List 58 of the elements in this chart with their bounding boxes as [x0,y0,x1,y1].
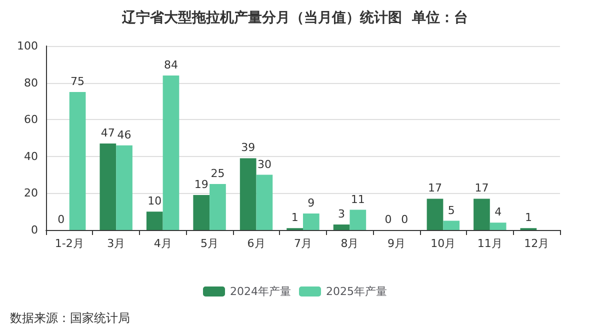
x-tick-label: 3月 [107,237,126,250]
bar [116,145,132,230]
x-tick-label: 11月 [477,237,502,250]
data-label: 4 [494,206,502,219]
bar [193,195,210,230]
x-tick-label: 10月 [430,237,456,250]
bar [146,212,163,230]
chart-title: 辽宁省大型拖拉机产量分月（当月值）统计图 单位：台 [121,9,468,26]
data-label: 1 [291,211,298,224]
x-tick-label: 8月 [340,237,359,250]
bar [256,174,273,230]
y-tick-label: 0 [31,224,38,236]
data-label: 5 [448,204,455,217]
data-label: 19 [194,178,208,192]
bar [490,222,506,230]
legend-label: 2024年产量 [230,285,292,298]
bar [333,224,350,230]
legend-label: 2025年产量 [326,285,387,298]
data-label: 10 [148,194,162,208]
y-tick-label: 60 [24,113,38,126]
bar [474,198,490,230]
bar [69,92,86,230]
data-label: 9 [308,196,315,210]
x-tick-label: 6月 [247,237,266,250]
bar [303,213,320,230]
source-note: 数据来源：国家统计局 [10,311,130,325]
bar [100,144,116,230]
y-tick-label: 40 [24,150,38,163]
y-tick-label: 20 [24,186,38,200]
data-label: 30 [257,158,272,171]
data-label: 84 [164,58,178,72]
bar [426,198,444,230]
data-label: 46 [117,128,132,142]
x-tick-label: 12月 [524,237,550,250]
y-tick-label: 80 [24,76,38,90]
data-label: 75 [70,75,85,88]
bar [443,220,460,230]
bar [350,210,366,230]
data-label: 17 [474,182,489,195]
data-label: 1 [524,211,532,224]
data-label: 0 [384,213,392,226]
y-tick-label: 100 [17,40,38,52]
x-tick-label: 7月 [294,237,312,250]
data-label: 0 [401,213,408,226]
x-tick-label: 1-2月 [54,237,84,250]
data-label: 17 [428,182,442,195]
x-tick-label: 9月 [387,237,406,250]
bar [210,184,226,230]
data-label: 11 [350,192,365,206]
bar [240,158,256,230]
data-label: 0 [58,213,65,226]
bar [162,75,180,230]
data-label: 25 [210,167,225,180]
data-label: 39 [241,141,256,154]
x-tick-label: 5月 [200,237,219,250]
data-label: 3 [338,207,346,220]
data-label: 47 [100,126,115,140]
x-tick-label: 4月 [154,237,172,250]
